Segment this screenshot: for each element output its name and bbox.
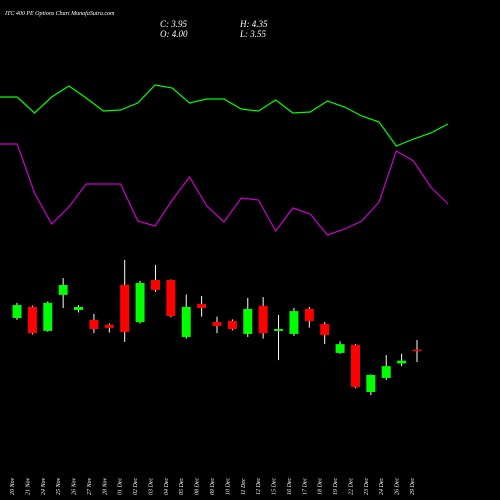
- x-tick-label: 22 Dec: [348, 478, 354, 495]
- candle-body: [366, 374, 376, 393]
- x-tick-label: 03 Dec: [148, 478, 154, 495]
- high-label: H: 4.35: [239, 19, 268, 29]
- candle-body: [27, 306, 37, 334]
- x-tick-label: 12 Dec: [256, 478, 262, 495]
- candle-body: [120, 284, 130, 333]
- x-tick-label: 21 Nov: [25, 477, 31, 495]
- x-tick-label: 26 Nov: [72, 477, 78, 495]
- candle-body: [381, 366, 391, 378]
- candle-body: [227, 321, 237, 329]
- x-tick-label: 24 Nov: [40, 477, 47, 495]
- x-tick-label: 23 Dec: [364, 478, 370, 495]
- candle-body: [166, 280, 176, 317]
- x-tick-label: 05 Dec: [179, 478, 185, 495]
- candle-body: [43, 302, 53, 331]
- x-tick-label: 27 Nov: [87, 477, 93, 495]
- candle-body: [74, 306, 84, 310]
- x-tick-label: 17 Dec: [302, 478, 308, 495]
- close-label: C: 3.95: [160, 19, 188, 29]
- chart-title: ITC 400 PE Options Chart MunafaSutra.com: [4, 10, 115, 17]
- candle-body: [181, 306, 191, 337]
- candle-body: [350, 344, 360, 388]
- candle-body: [335, 344, 345, 353]
- candle-body: [258, 305, 268, 334]
- x-tick-label: 08 Dec: [195, 478, 201, 495]
- x-tick-label: 09 Dec: [210, 478, 216, 495]
- candle-body: [212, 322, 222, 326]
- x-tick-label: 02 Dec: [133, 478, 139, 495]
- candle-body: [197, 303, 207, 309]
- candle-body: [412, 349, 422, 352]
- candle-body: [320, 324, 330, 336]
- candle-body: [104, 324, 114, 328]
- x-tick-label: 15 Dec: [272, 478, 278, 495]
- candle-body: [289, 311, 299, 334]
- x-tick-label: 01 Dec: [118, 478, 124, 495]
- x-tick-label: 29 Dec: [410, 478, 416, 495]
- candle-body: [135, 283, 145, 323]
- candle-body: [12, 305, 22, 318]
- x-tick-label: 11 Dec: [241, 478, 247, 495]
- x-tick-label: 16 Dec: [287, 478, 293, 495]
- candle-body: [150, 280, 160, 290]
- candle-body: [397, 360, 407, 364]
- x-tick-label: 19 Dec: [333, 478, 339, 495]
- low-label: L: 3.55: [239, 29, 267, 39]
- x-tick-label: 20 Nov: [10, 477, 16, 495]
- candle-body: [304, 308, 314, 322]
- x-tick-label: 25 Nov: [56, 477, 62, 495]
- x-tick-label: 04 Dec: [163, 478, 170, 495]
- x-tick-label: 26 Dec: [395, 478, 401, 495]
- open-label: O: 4.00: [160, 29, 188, 39]
- x-tick-label: 10 Dec: [225, 478, 231, 495]
- candle-body: [58, 284, 68, 295]
- indicator-line: [0, 143, 449, 236]
- candle-body: [274, 328, 284, 331]
- x-tick-label: 24 Dec: [378, 478, 385, 495]
- candle-body: [243, 308, 253, 334]
- candle-body: [89, 319, 99, 329]
- indicator-line: [0, 84, 449, 147]
- x-tick-label: 18 Dec: [318, 478, 324, 495]
- x-tick-label: 28 Nov: [102, 477, 108, 495]
